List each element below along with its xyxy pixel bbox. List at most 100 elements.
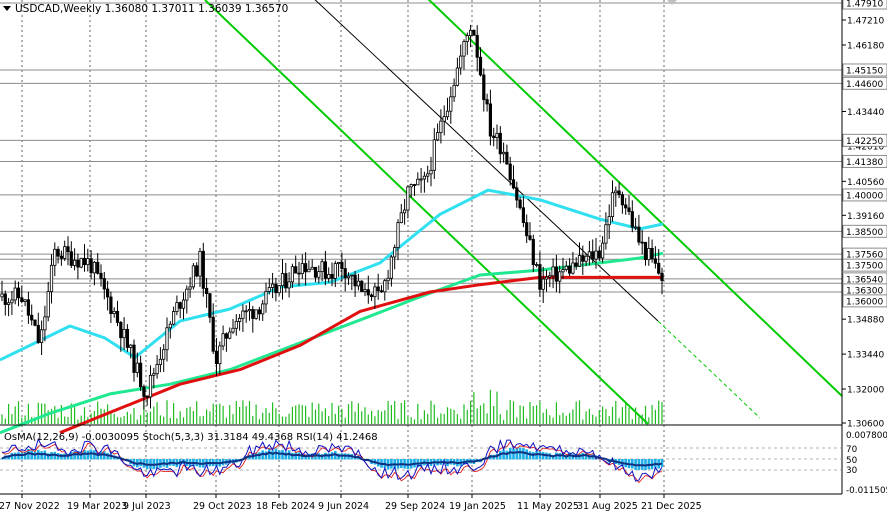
candle (297, 261, 301, 286)
candle (518, 196, 522, 210)
candle (475, 25, 479, 72)
candle (360, 280, 364, 292)
candle (7, 297, 11, 317)
candle (564, 260, 568, 272)
candle (102, 271, 106, 300)
candle (317, 265, 321, 284)
osma-bar (518, 447, 522, 460)
candle (535, 262, 539, 268)
candle (280, 259, 285, 300)
candle (300, 254, 304, 279)
candle (515, 181, 519, 208)
osma-bar (30, 450, 33, 460)
candle (528, 222, 532, 241)
volume-histogram (1, 389, 663, 424)
candle (211, 303, 215, 355)
candle (399, 203, 403, 224)
osma-bar (535, 450, 538, 460)
moving-average-line (0, 251, 664, 435)
candle (459, 44, 463, 75)
candle (568, 258, 572, 277)
candle (168, 321, 172, 339)
candle (274, 277, 278, 302)
candle (492, 127, 496, 147)
candle (508, 156, 512, 186)
level-price-label: 1.37500 (846, 262, 883, 272)
osma-bar (274, 448, 278, 460)
candle (594, 238, 598, 269)
candle (228, 327, 232, 340)
candle (175, 295, 179, 316)
candle (135, 352, 139, 378)
candle (495, 124, 499, 150)
candle (657, 248, 661, 275)
candle (119, 320, 123, 352)
candle (155, 355, 159, 379)
candle (445, 97, 450, 120)
candle (501, 142, 506, 163)
candle (640, 230, 644, 255)
candle (13, 280, 17, 305)
osma-bar (281, 449, 284, 460)
candle (287, 272, 291, 298)
candle (132, 339, 136, 382)
osma-bar (515, 447, 519, 460)
osma-bar (73, 451, 76, 460)
candle (303, 252, 308, 286)
osma-bar (76, 450, 80, 460)
osma-bar (268, 448, 271, 460)
candle (396, 219, 400, 261)
osma-bar (86, 450, 90, 460)
shift-marker-icon[interactable] (667, 0, 677, 5)
candle (346, 272, 351, 285)
candle (106, 280, 110, 311)
level-price-label: 1.47910 (846, 0, 883, 10)
candle (653, 246, 658, 269)
candle (409, 183, 413, 198)
candle (40, 320, 44, 356)
candle (402, 198, 407, 225)
candle (353, 270, 357, 297)
candle (426, 165, 430, 183)
candle (23, 299, 27, 307)
candle (145, 395, 149, 406)
candle (472, 29, 476, 36)
candle (89, 250, 93, 280)
time-label: 19 Jan 2025 (449, 501, 506, 512)
candle (277, 285, 281, 296)
candlestick-series (0, 24, 664, 410)
osma-bar (271, 450, 274, 460)
candle (373, 282, 377, 309)
candle (614, 186, 618, 207)
price-tick-label: 1.42010 (847, 143, 884, 153)
candle (366, 275, 370, 304)
time-label: 27 Nov 2022 (0, 501, 60, 512)
candle (204, 277, 209, 308)
indicator-axis-label: 0.0078000 (846, 431, 887, 441)
osma-bar (93, 450, 96, 460)
candle (624, 197, 628, 215)
time-label: 9 Jun 2024 (318, 501, 369, 512)
level-price-box (842, 0, 887, 10)
time-label: 21 Dec 2025 (641, 501, 702, 512)
candle (627, 195, 631, 216)
candle (30, 304, 34, 326)
indicator-axis-label: 70 (846, 445, 858, 455)
candle (92, 260, 96, 286)
candle (432, 128, 436, 179)
candle (369, 293, 374, 302)
candle (323, 250, 328, 286)
candle (195, 262, 199, 278)
candle (20, 285, 24, 304)
candle (544, 269, 549, 292)
candle (261, 300, 265, 321)
candle (208, 293, 212, 323)
candle (597, 246, 601, 261)
candle (442, 105, 446, 136)
candle (412, 183, 417, 196)
price-tick-label: 1.34880 (847, 316, 884, 326)
osma-bar (538, 451, 542, 460)
candle (429, 156, 433, 187)
collapse-triangle-icon[interactable] (3, 6, 11, 11)
